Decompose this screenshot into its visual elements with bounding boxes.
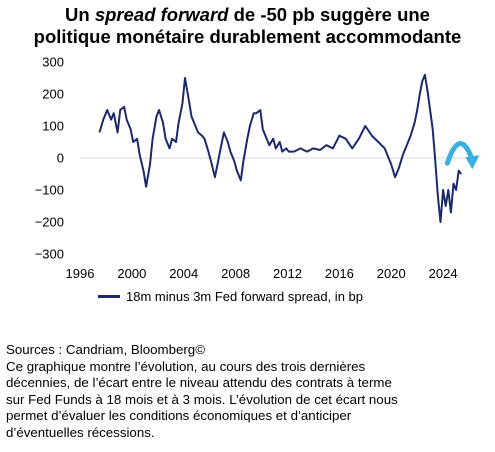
title-suffix: de -50 pb suggère une	[228, 4, 430, 25]
legend-swatch	[98, 295, 120, 298]
legend-label: 18m minus 3m Fed forward spread, in bp	[126, 289, 363, 304]
description-line-3: sur Fed Funds à 18 mois et à 3 mois. L’é…	[6, 391, 398, 407]
x-axis: 1996 2000 2004 2008 2012 2016 2020 2024	[66, 266, 458, 281]
source-notes: Sources : Candriam, Bloomberg© Ce graphi…	[6, 342, 490, 441]
sources-line: Sources : Candriam, Bloomberg©	[6, 342, 205, 357]
y-tick-label: 100	[42, 119, 64, 134]
series-line	[98, 73, 463, 223]
x-tick-label: 2020	[377, 266, 406, 281]
x-tick-label: 2004	[169, 266, 198, 281]
y-tick-label: −100	[35, 183, 64, 198]
description-line-1: Ce graphique montre l’évolution, au cour…	[6, 358, 366, 374]
trend-arrow-icon	[444, 141, 480, 170]
chart-title-line1: Un spread forward de -50 pb suggère une	[0, 4, 495, 26]
title-italic: spread forward	[94, 4, 229, 25]
line-chart: 300 200 100 0 −100 −200 −300 1996 2000 2004 2008 2…	[35, 55, 480, 281]
description-line-5: d’éventuelles récessions.	[6, 424, 155, 440]
description-line-2: décennies, de l’écart entre le niveau at…	[6, 375, 392, 390]
title-prefix: Un	[65, 4, 95, 25]
x-tick-label: 2008	[221, 266, 250, 281]
y-tick-label: −300	[35, 247, 64, 262]
y-tick-label: 200	[42, 87, 64, 102]
y-tick-label: 300	[42, 55, 64, 70]
x-tick-label: 2016	[325, 266, 354, 281]
x-tick-label: 2024	[429, 266, 458, 281]
y-tick-label: 0	[57, 151, 64, 166]
y-tick-label: −200	[35, 215, 64, 230]
x-tick-label: 2000	[117, 266, 146, 281]
y-axis: 300 200 100 0 −100 −200 −300	[35, 55, 64, 262]
description-line-4: permet d’évaluer les conditions économiq…	[6, 408, 352, 423]
chart-title-line2: politique monétaire durablement accommod…	[33, 26, 462, 47]
chart-title: Un spread forward de -50 pb suggère une …	[0, 4, 495, 48]
legend: 18m minus 3m Fed forward spread, in bp	[98, 289, 363, 304]
x-tick-label: 1996	[66, 266, 95, 281]
x-tick-label: 2012	[273, 266, 302, 281]
